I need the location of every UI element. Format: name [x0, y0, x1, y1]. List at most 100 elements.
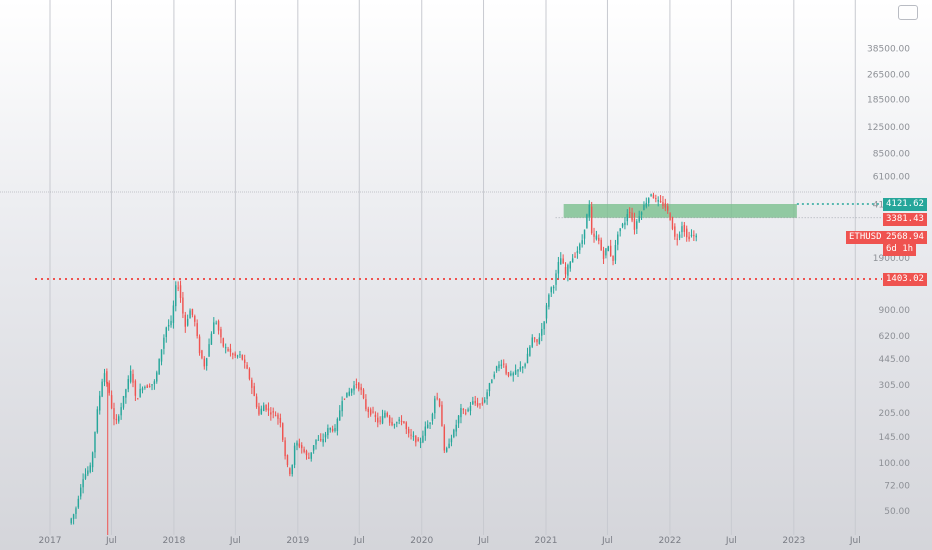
candle-body — [360, 387, 362, 391]
candle-body — [659, 201, 662, 203]
candle-body — [636, 221, 638, 229]
candle-body — [243, 359, 246, 363]
candle-body — [110, 395, 113, 409]
candle-body — [72, 514, 75, 519]
x-tick-label: 2019 — [286, 536, 309, 546]
candle-body — [531, 337, 533, 347]
candle-body — [148, 385, 151, 388]
candle-body — [614, 245, 617, 261]
candle-body — [241, 354, 244, 360]
candle-body — [77, 498, 80, 508]
candle-body — [655, 198, 657, 200]
candle-body — [127, 378, 129, 390]
candle-body — [377, 417, 379, 423]
candle-body — [476, 403, 479, 406]
candle-body — [574, 256, 576, 258]
candle-body — [429, 422, 431, 424]
candle-body — [612, 255, 614, 261]
x-tick-label: Jul — [849, 536, 861, 546]
candle-body — [70, 518, 72, 524]
candle-body — [522, 366, 524, 368]
candle-body — [664, 203, 667, 208]
candle-body — [350, 388, 353, 393]
y-tick-label: 205.00 — [879, 409, 911, 419]
candle-body — [638, 216, 640, 222]
candle-body — [503, 363, 505, 365]
candle-body — [175, 285, 177, 307]
y-tick-label: 8500.00 — [873, 150, 910, 160]
candle-body — [507, 372, 510, 376]
candle-body — [626, 213, 629, 222]
candle-body — [82, 479, 84, 488]
candle-body — [213, 322, 215, 334]
candle-body — [137, 398, 139, 400]
x-tick-label: 2023 — [782, 536, 805, 546]
candle-body — [158, 358, 160, 375]
candle-body — [141, 388, 144, 391]
candle-body — [431, 413, 434, 421]
candle-body — [415, 435, 417, 443]
candle-body — [118, 416, 120, 422]
y-tick-label: 50.00 — [884, 507, 910, 517]
candle-body — [331, 428, 334, 431]
last-price-label: 2568.94 — [883, 230, 927, 244]
candle-body — [571, 258, 574, 263]
candle-body — [196, 323, 198, 337]
candle-body — [598, 237, 600, 241]
candle-body — [519, 366, 522, 370]
y-tick-label: 900.00 — [879, 306, 911, 316]
candle-body — [372, 411, 374, 413]
candle-body — [484, 399, 486, 403]
candle-body — [348, 391, 350, 396]
candle-body — [341, 401, 343, 412]
candle-body — [621, 223, 624, 227]
candle-body — [315, 439, 317, 445]
candle-body — [441, 404, 443, 427]
candle-body — [165, 327, 167, 338]
candle-body — [293, 445, 296, 465]
candle-body — [500, 364, 503, 366]
candle-body — [365, 399, 367, 410]
candle-body — [89, 465, 91, 472]
candle-body — [488, 383, 491, 392]
candle-body — [650, 194, 652, 196]
candle-body — [686, 228, 688, 238]
candle-body — [284, 440, 286, 457]
candle-body — [467, 409, 469, 412]
candle-body — [139, 388, 141, 397]
x-tick-label: Jul — [601, 536, 613, 546]
candle-body — [619, 228, 621, 232]
candle-body — [403, 421, 405, 423]
candle-body — [270, 412, 272, 415]
candle-body — [445, 448, 448, 452]
candle-body — [194, 316, 196, 322]
upper-level-label: 4121.62 — [883, 198, 927, 211]
x-tick-label: 2021 — [535, 536, 558, 546]
candle-body — [495, 366, 498, 371]
candle-body — [434, 398, 436, 414]
candle-body — [557, 261, 560, 274]
candle-body — [662, 202, 664, 206]
candle-body — [334, 428, 336, 431]
y-tick-label: 305.00 — [879, 381, 911, 391]
candle-body — [569, 261, 571, 269]
candle-body — [593, 233, 595, 237]
candle-body — [462, 409, 465, 411]
rectangle-button-icon[interactable] — [898, 5, 918, 20]
candle-body — [255, 396, 258, 407]
symbol-label: ETHUSD — [846, 230, 885, 244]
candle-body — [617, 234, 619, 245]
candle-body — [298, 443, 301, 447]
candle-body — [545, 305, 548, 319]
candle-body — [198, 336, 201, 354]
x-tick-label: Jul — [477, 536, 489, 546]
candle-body — [101, 381, 103, 397]
candle-body — [208, 344, 210, 357]
candle-body — [505, 365, 507, 374]
candle-body — [548, 294, 550, 307]
candle-body — [541, 328, 543, 336]
countdown-label: 6d 1h — [883, 242, 917, 256]
candle-body — [125, 389, 127, 398]
